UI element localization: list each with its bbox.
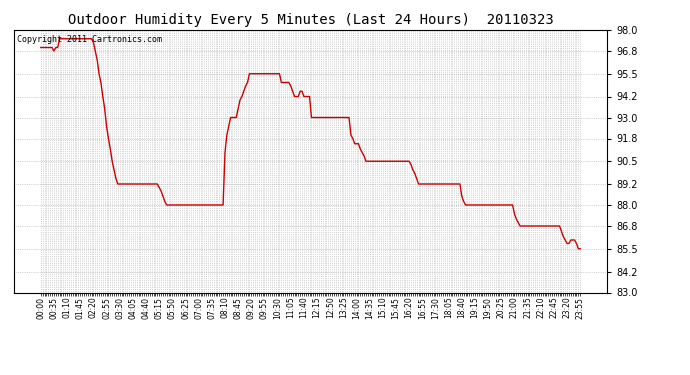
Text: Copyright 2011 Cartronics.com: Copyright 2011 Cartronics.com [17,35,161,44]
Title: Outdoor Humidity Every 5 Minutes (Last 24 Hours)  20110323: Outdoor Humidity Every 5 Minutes (Last 2… [68,13,553,27]
